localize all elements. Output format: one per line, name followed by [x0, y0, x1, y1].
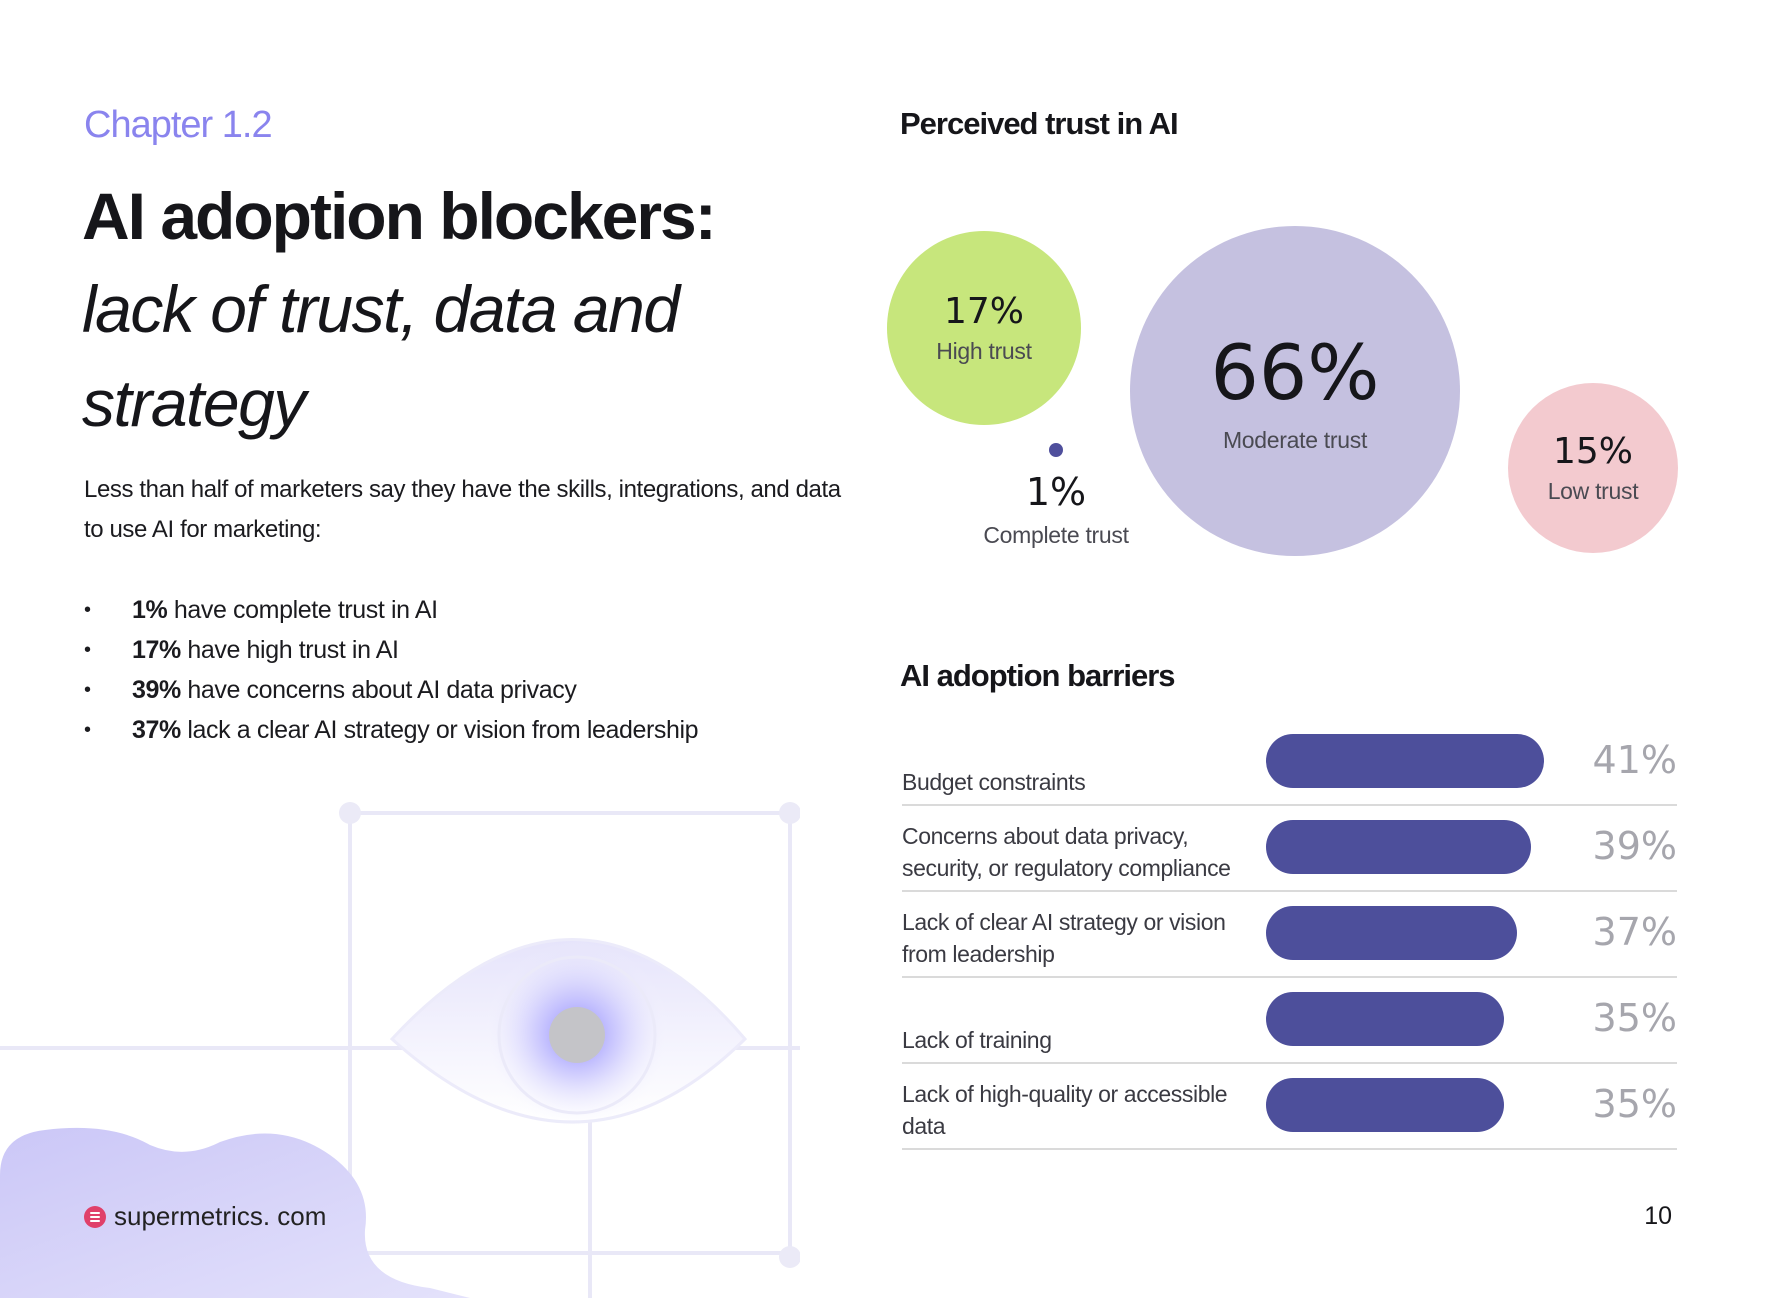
brand-link[interactable]: supermetrics. com: [84, 1201, 326, 1232]
bullet-icon: •: [84, 719, 91, 741]
bar: [1266, 992, 1504, 1046]
bubble-moderate-trust: 66% Moderate trust: [1130, 226, 1460, 556]
bubble-value: 15%: [1552, 431, 1633, 472]
page-subtitle: lack of trust, data and strategy: [82, 272, 680, 440]
trust-heading: Perceived trust in AI: [900, 106, 1179, 141]
stat-text: have concerns about AI data privacy: [180, 676, 577, 704]
bar-value-label: 41%: [1592, 738, 1677, 782]
bar-track: [1266, 906, 1592, 960]
bar-label: Lack of high-quality or accessible data: [902, 1081, 1228, 1139]
bar-value-label: 39%: [1592, 824, 1677, 868]
chapter-label: Chapter 1.2: [84, 104, 273, 146]
bar-track: [1266, 992, 1592, 1046]
list-item: • 1% have complete trust in AI: [84, 590, 698, 630]
bar: [1266, 1078, 1504, 1132]
intro-paragraph: Less than half of marketers say they hav…: [84, 476, 841, 543]
stat-value: 17%: [132, 636, 181, 664]
bubble-label: High trust: [936, 338, 1032, 364]
bar-row: Concerns about data privacy, security, o…: [902, 806, 1677, 892]
bubble-value: 17%: [943, 291, 1024, 332]
bubble-high-trust: 17% High trust: [887, 231, 1081, 425]
bar-row: Lack of high-quality or accessible data …: [902, 1064, 1677, 1150]
bar-label: Lack of training: [902, 1027, 1052, 1053]
bubble-value: 66%: [1210, 328, 1380, 417]
bubble-label: Low trust: [1547, 478, 1639, 504]
bullet-icon: •: [84, 599, 91, 621]
stat-text: have complete trust in AI: [167, 596, 438, 624]
brand-url: supermetrics. com: [114, 1201, 327, 1231]
bullet-icon: •: [84, 679, 91, 701]
list-item: • 37% lack a clear AI strategy or vision …: [84, 710, 699, 750]
bar: [1266, 820, 1531, 874]
bar-row: Lack of training 35%: [902, 978, 1677, 1064]
bar-value-label: 37%: [1592, 910, 1677, 954]
bar: [1266, 906, 1518, 960]
bar-label: Lack of clear AI strategy or vision from…: [902, 909, 1226, 967]
cloud-shape: [0, 1127, 470, 1298]
bullet-icon: •: [84, 639, 91, 661]
eye-illustration: [0, 802, 800, 1298]
bar-value-label: 35%: [1592, 996, 1677, 1040]
bar-row: Budget constraints 41%: [902, 720, 1677, 806]
bar-track: [1266, 820, 1592, 874]
bar-label: Budget constraints: [902, 769, 1086, 795]
complete-trust-value: 1%: [1025, 470, 1087, 514]
list-item: • 39% have concerns about AI data privacy: [84, 670, 698, 710]
bubble-complete-trust: [1049, 443, 1063, 457]
bubble-low-trust: 15% Low trust: [1508, 383, 1678, 553]
complete-trust-label: Complete trust: [983, 522, 1129, 548]
stats-list: • 1% have complete trust in AI • 17% have …: [84, 590, 699, 750]
stat-text: have high trust in AI: [180, 636, 399, 664]
supermetrics-logo-icon: [84, 1205, 106, 1228]
bar-track: [1266, 734, 1592, 788]
bar-track: [1266, 1078, 1592, 1132]
stat-value: 39%: [132, 676, 181, 704]
barriers-chart: Budget constraints 41% Concerns about da…: [902, 720, 1677, 1150]
page-number: 10: [1644, 1202, 1672, 1230]
list-item: • 17% have high trust in AI: [84, 630, 698, 670]
bubble-label: Moderate trust: [1222, 427, 1368, 453]
stat-text: lack a clear AI strategy or vision from …: [180, 716, 699, 744]
stat-value: 1%: [132, 596, 168, 624]
bar: [1266, 734, 1545, 788]
bar-label: Concerns about data privacy, security, o…: [902, 823, 1231, 881]
barriers-heading: AI adoption barriers: [900, 658, 1176, 693]
bar-value-label: 35%: [1592, 1082, 1677, 1126]
bar-row: Lack of clear AI strategy or vision from…: [902, 892, 1677, 978]
page-title: AI adoption blockers:: [82, 179, 717, 253]
stat-value: 37%: [132, 716, 181, 744]
